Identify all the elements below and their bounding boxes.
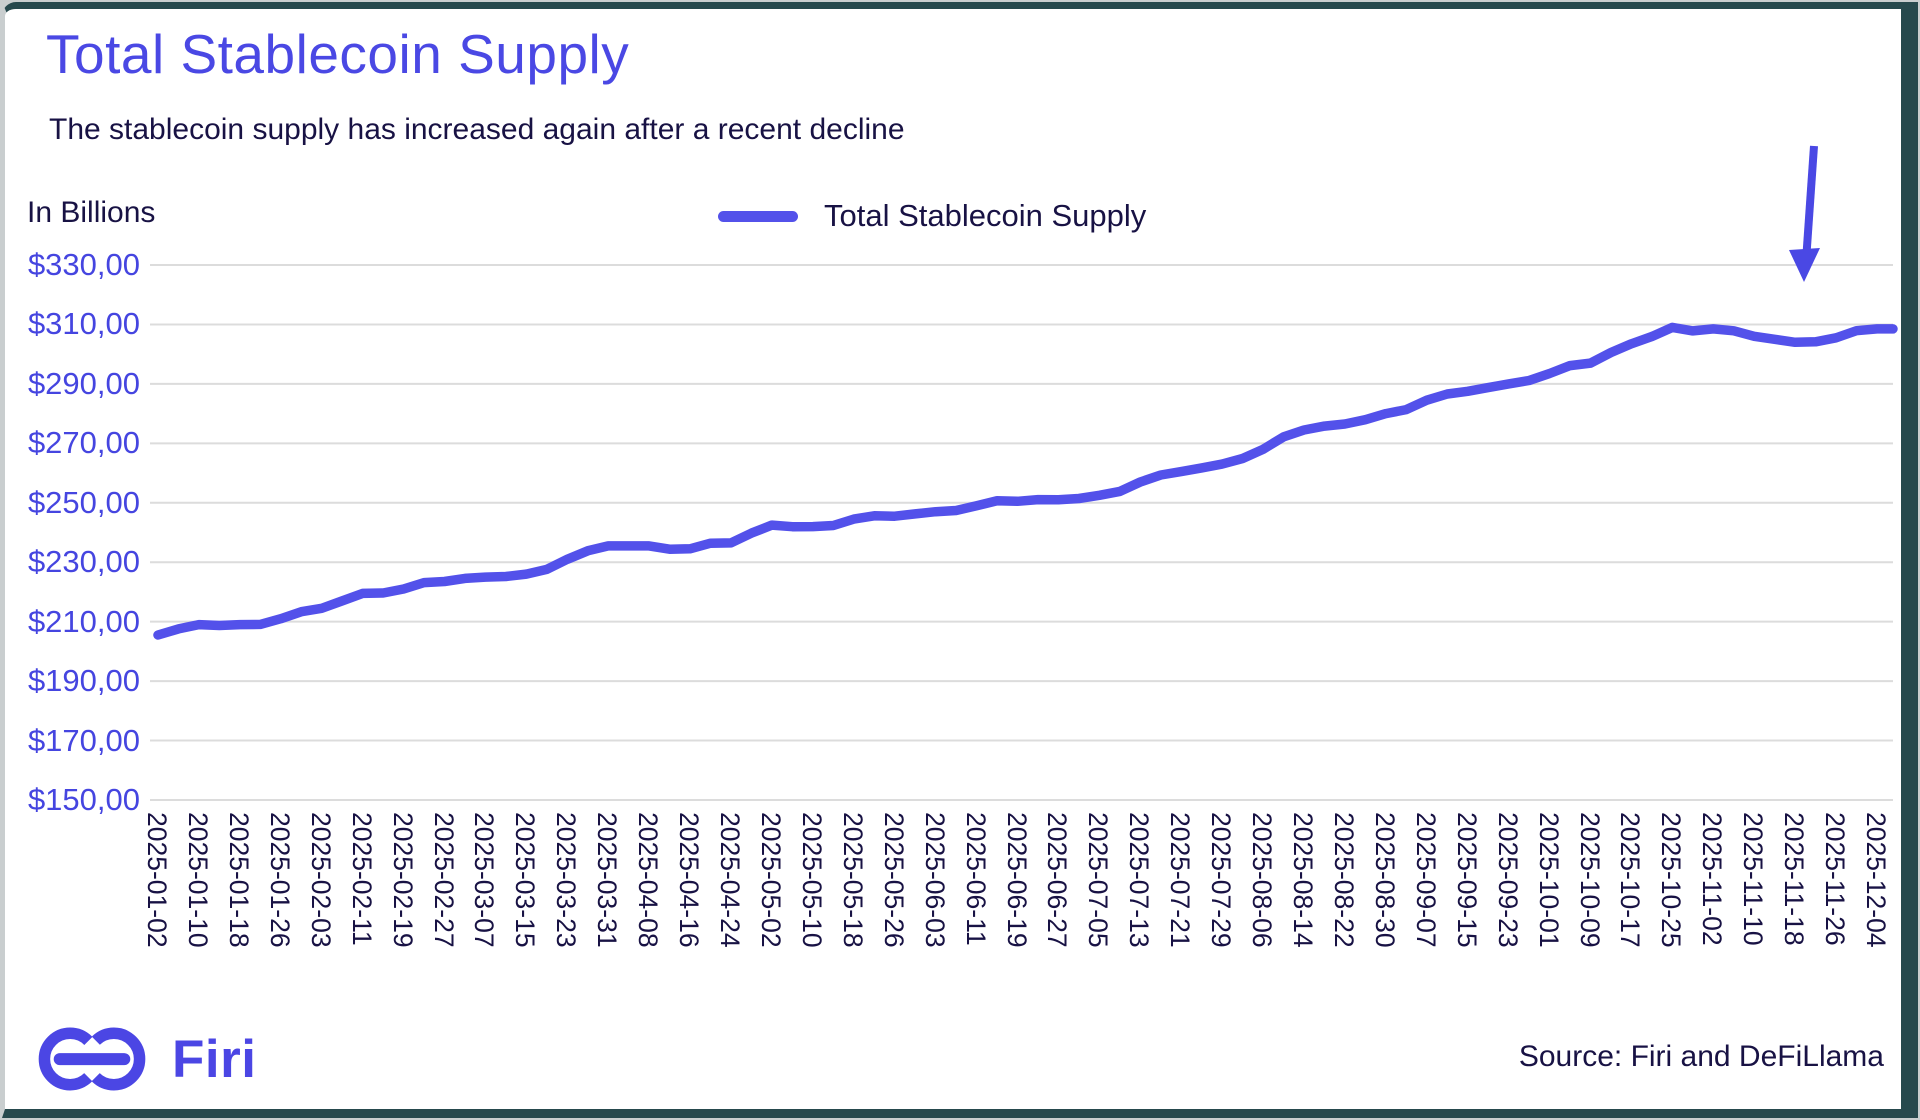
x-tick-label: 2025-04-24	[715, 812, 745, 948]
y-axis-unit-label: In Billions	[27, 196, 156, 229]
y-tick-label: $150,00	[27, 782, 140, 817]
x-tick-label: 2025-02-11	[346, 812, 377, 946]
x-tick-label: 2025-07-05	[1083, 812, 1114, 948]
brand-logo: Firi	[36, 1024, 256, 1094]
y-tick-label: $310,00	[27, 306, 140, 342]
x-tick-label: 2025-03-31	[592, 812, 623, 948]
x-tick-label: 2025-02-03	[305, 812, 336, 948]
x-tick-label: 2025-06-11	[960, 812, 991, 946]
y-tick-label: $250,00	[27, 484, 140, 520]
x-tick-label: 2025-10-09	[1574, 812, 1605, 948]
x-tick-label: 2025-05-02	[755, 812, 786, 948]
x-tick-label: 2025-08-30	[1369, 812, 1400, 948]
x-tick-label: 2025-08-22	[1328, 812, 1359, 948]
legend: Total Stablecoin Supply	[718, 198, 1146, 234]
x-tick-label: 2025-06-27	[1042, 812, 1073, 948]
y-tick-label: $330,00	[27, 247, 140, 282]
y-tick-label: $230,00	[27, 544, 140, 580]
x-tick-label: 2025-02-27	[428, 812, 459, 948]
x-tick-label: 2025-09-23	[1492, 812, 1523, 948]
gridlines	[150, 264, 1893, 801]
x-tick-label: 2025-05-10	[796, 812, 827, 948]
x-tick-label: 2025-05-18	[837, 812, 868, 948]
x-tick-label: 2025-11-26	[1820, 812, 1851, 946]
x-tick-label: 2025-04-08	[633, 812, 664, 948]
x-tick-label: 2025-10-01	[1533, 812, 1564, 948]
x-tick-label: 2025-02-19	[387, 812, 418, 948]
x-tick-label: 2025-06-03	[919, 812, 950, 948]
firi-logo-icon	[38, 1027, 146, 1091]
x-tick-label: 2025-07-29	[1206, 812, 1237, 948]
brand-name: Firi	[172, 1029, 257, 1089]
x-tick-label: 2025-11-02	[1697, 812, 1728, 946]
x-tick-label: 2025-08-06	[1247, 812, 1278, 948]
legend-line-swatch	[718, 210, 798, 222]
y-tick-label: $270,00	[27, 425, 140, 461]
y-tick-label: $190,00	[27, 663, 140, 699]
x-tick-label: 2025-03-15	[510, 812, 541, 948]
x-tick-label: 2025-12-04	[1861, 812, 1891, 948]
x-tick-label: 2025-10-25	[1656, 812, 1687, 948]
x-tick-label: 2025-11-18	[1779, 812, 1810, 946]
source-text: Source: Firi and DeFiLlama	[1518, 1040, 1884, 1073]
page-subtitle: The stablecoin supply has increased agai…	[49, 113, 905, 146]
y-tick-label: $290,00	[27, 365, 140, 401]
x-tick-label: 2025-07-13	[1124, 812, 1155, 948]
x-tick-label: 2025-08-14	[1288, 812, 1318, 948]
x-tick-label: 2025-01-10	[182, 812, 213, 948]
page-title: Total Stablecoin Supply	[46, 23, 630, 85]
x-tick-label: 2025-11-10	[1738, 812, 1769, 946]
x-tick-label: 2025-06-19	[1001, 812, 1032, 948]
x-tick-label: 2025-03-07	[469, 812, 500, 948]
y-tick-label: $170,00	[27, 722, 140, 758]
x-tick-label: 2025-01-18	[223, 812, 254, 948]
x-tick-label: 2025-07-21	[1165, 812, 1196, 948]
x-tick-label: 2025-04-16	[674, 812, 705, 948]
x-tick-label: 2025-01-26	[264, 812, 295, 948]
x-tick-label: 2025-05-26	[878, 812, 909, 948]
legend-label: Total Stablecoin Supply	[824, 198, 1147, 233]
x-tick-label: 2025-09-15	[1451, 812, 1482, 948]
y-tick-label: $210,00	[27, 603, 140, 639]
x-tick-label: 2025-03-23	[551, 812, 582, 948]
x-tick-label: 2025-10-17	[1615, 812, 1646, 948]
x-tick-label: 2025-01-02	[142, 812, 172, 948]
series-line-total-stablecoin-supply	[153, 322, 1898, 640]
x-tick-label: 2025-09-07	[1410, 812, 1441, 948]
down-arrow-annotation	[1789, 145, 1820, 282]
